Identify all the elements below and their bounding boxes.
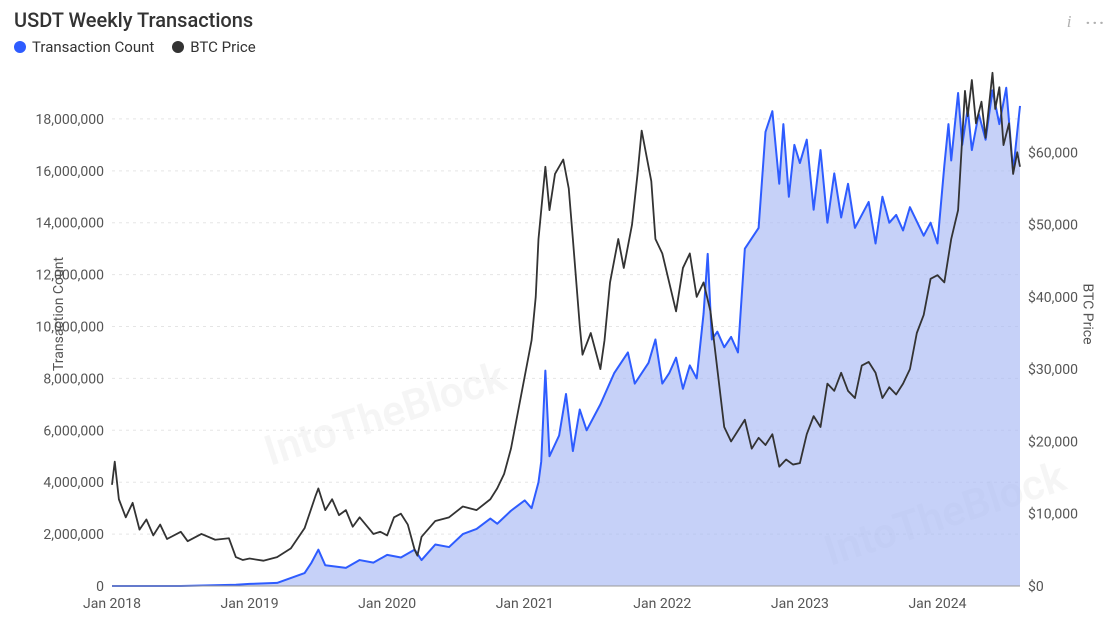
svg-text:16,000,000: 16,000,000 <box>36 164 105 180</box>
svg-text:8,000,000: 8,000,000 <box>43 371 104 387</box>
svg-text:$50,000: $50,000 <box>1028 217 1078 234</box>
svg-text:Jan 2021: Jan 2021 <box>496 596 554 612</box>
svg-text:18,000,000: 18,000,000 <box>36 112 105 128</box>
svg-text:Jan 2019: Jan 2019 <box>221 596 279 612</box>
svg-text:$10,000: $10,000 <box>1028 506 1078 523</box>
svg-text:Jan 2018: Jan 2018 <box>83 596 141 612</box>
chart-canvas: 0 2,000,000 4,000,000 6,000,000 8,000,000 10,… <box>0 0 1120 628</box>
svg-text:6,000,000: 6,000,000 <box>43 423 104 439</box>
svg-text:10,000,000: 10,000,000 <box>36 320 105 336</box>
svg-text:$0: $0 <box>1028 578 1044 595</box>
svg-text:Jan 2020: Jan 2020 <box>358 596 416 612</box>
svg-text:0: 0 <box>96 579 104 595</box>
svg-text:$60,000: $60,000 <box>1028 144 1078 161</box>
svg-text:Jan 2024: Jan 2024 <box>908 596 966 612</box>
svg-text:12,000,000: 12,000,000 <box>36 268 105 284</box>
svg-text:$30,000: $30,000 <box>1028 361 1078 378</box>
svg-text:$20,000: $20,000 <box>1028 433 1078 450</box>
svg-text:Jan 2023: Jan 2023 <box>771 596 829 612</box>
svg-text:4,000,000: 4,000,000 <box>43 475 104 491</box>
svg-text:Jan 2022: Jan 2022 <box>633 596 691 612</box>
svg-text:14,000,000: 14,000,000 <box>36 216 105 232</box>
svg-text:$40,000: $40,000 <box>1028 289 1078 306</box>
svg-text:2,000,000: 2,000,000 <box>43 527 104 543</box>
